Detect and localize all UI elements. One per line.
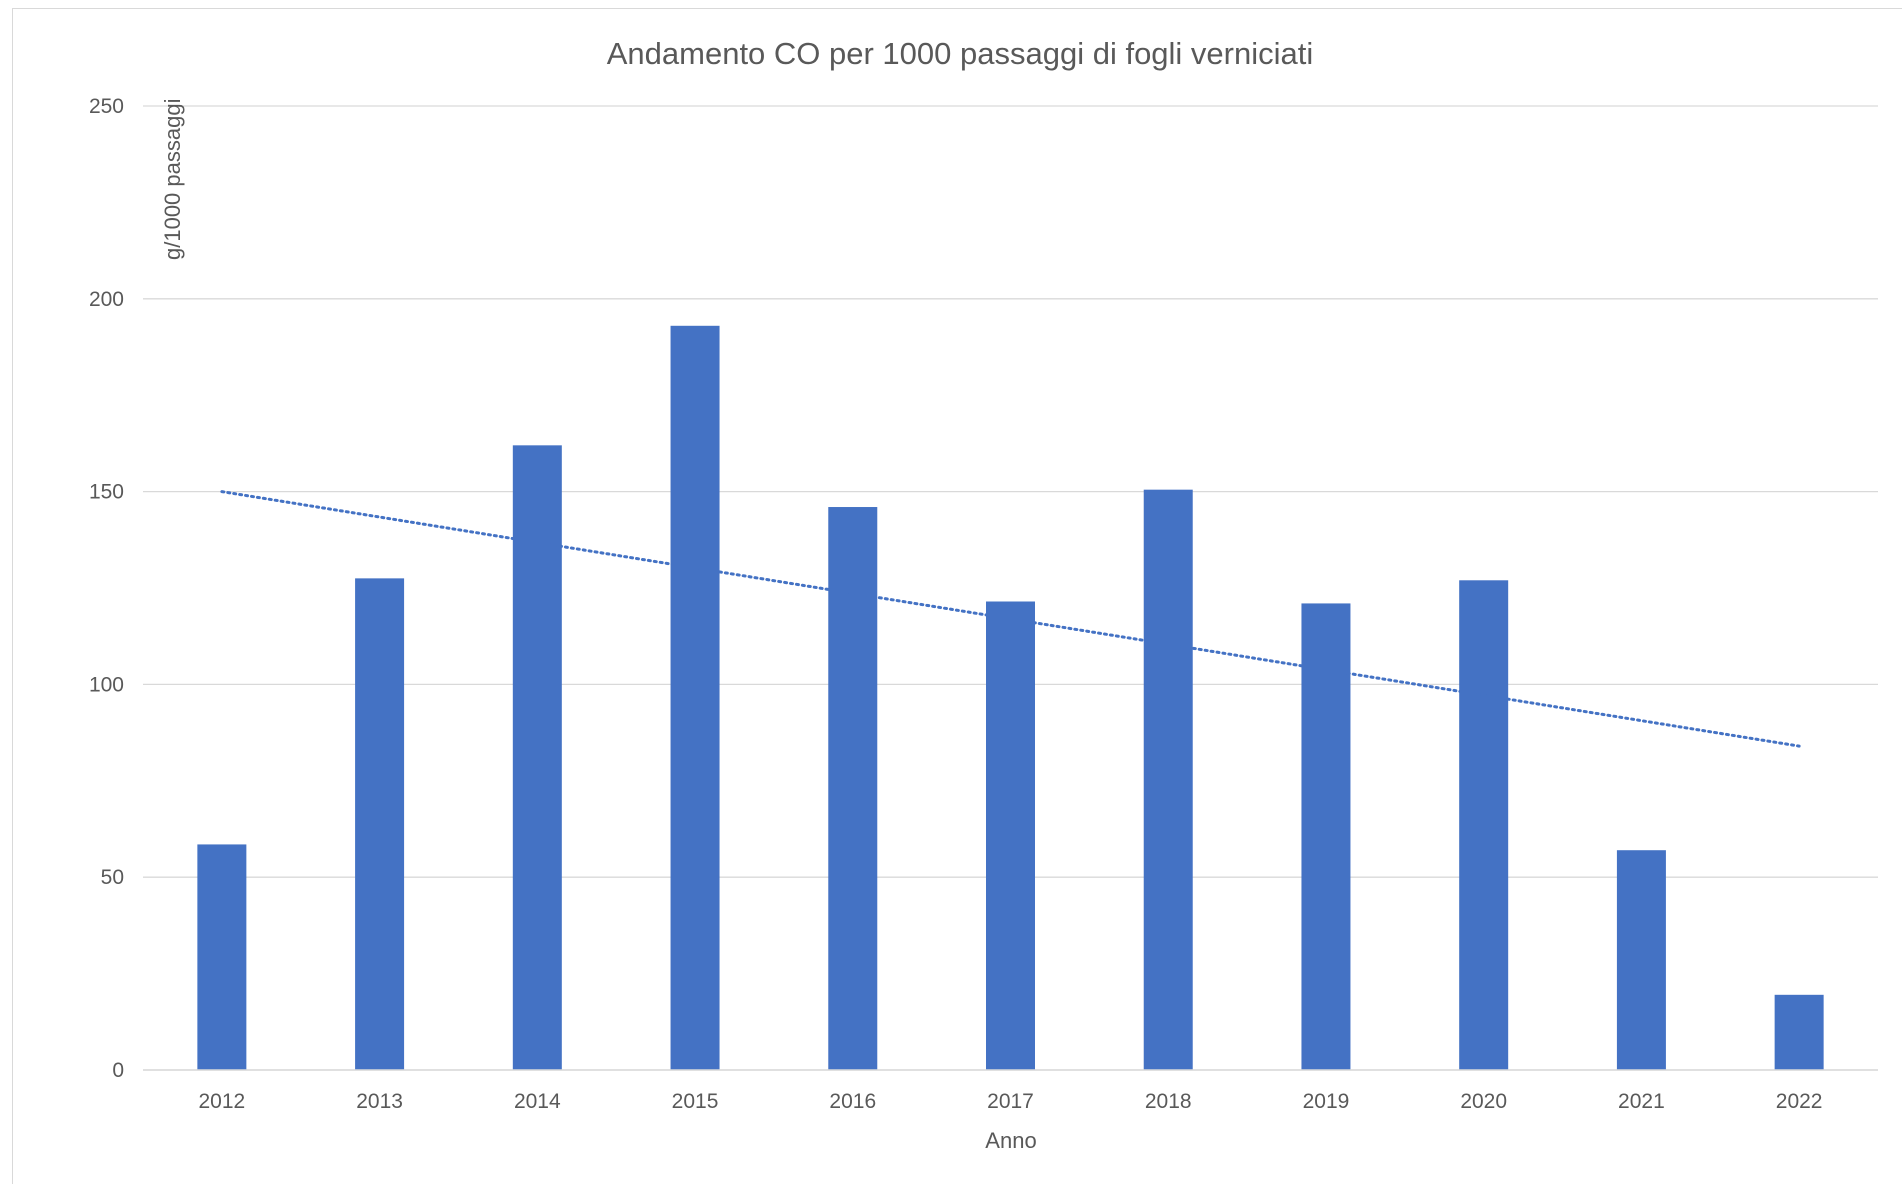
- y-tick-labels: 0 50 100 150 200 250: [89, 95, 124, 1082]
- y-tick-label: 150: [89, 481, 124, 504]
- x-tick-labels: 2012 2013 2014 2015 2016 2017 2018 2019 2020 2021…: [199, 1090, 1823, 1113]
- bar-2021: [1616, 850, 1666, 1070]
- y-tick-label: 0: [112, 1059, 124, 1082]
- chart-frame: [12, 8, 1902, 1184]
- x-tick-label: 2022: [1776, 1090, 1823, 1113]
- x-axis-title: Anno: [985, 1128, 1036, 1153]
- x-tick-label: 2021: [1618, 1090, 1665, 1113]
- y-tick-label: 50: [101, 866, 124, 889]
- bar-2019: [1301, 603, 1351, 1070]
- y-tick-label: 200: [89, 288, 124, 311]
- x-tick-label: 2013: [356, 1090, 403, 1113]
- x-tick-label: 2019: [1303, 1090, 1350, 1113]
- x-tick-label: 2015: [672, 1090, 719, 1113]
- bar-2020: [1459, 580, 1509, 1070]
- bar-2017: [986, 601, 1035, 1070]
- bars: [143, 325, 1878, 1071]
- x-tick-label: 2018: [1145, 1090, 1192, 1113]
- x-tick-label: 2012: [199, 1090, 246, 1113]
- chart-title: Andamento CO per 1000 passaggi di fogli …: [607, 36, 1314, 71]
- x-tick-label: 2017: [987, 1090, 1034, 1113]
- x-tick-label: 2016: [829, 1090, 876, 1113]
- bar-2014: [512, 445, 562, 1070]
- bar-2013: [355, 578, 405, 1070]
- y-tick-label: 250: [89, 95, 124, 118]
- x-tick-label: 2014: [514, 1090, 561, 1113]
- y-axis-title: g/1000 passaggi: [160, 99, 185, 260]
- bar-2016: [828, 507, 878, 1070]
- trendline: [220, 490, 1801, 748]
- bar-2022: [1774, 994, 1824, 1070]
- x-tick-label: 2020: [1460, 1090, 1507, 1113]
- bar-2015: [670, 325, 720, 1070]
- bar-2018: [1143, 489, 1193, 1070]
- y-tick-label: 100: [89, 673, 124, 696]
- bar-2012: [197, 844, 247, 1070]
